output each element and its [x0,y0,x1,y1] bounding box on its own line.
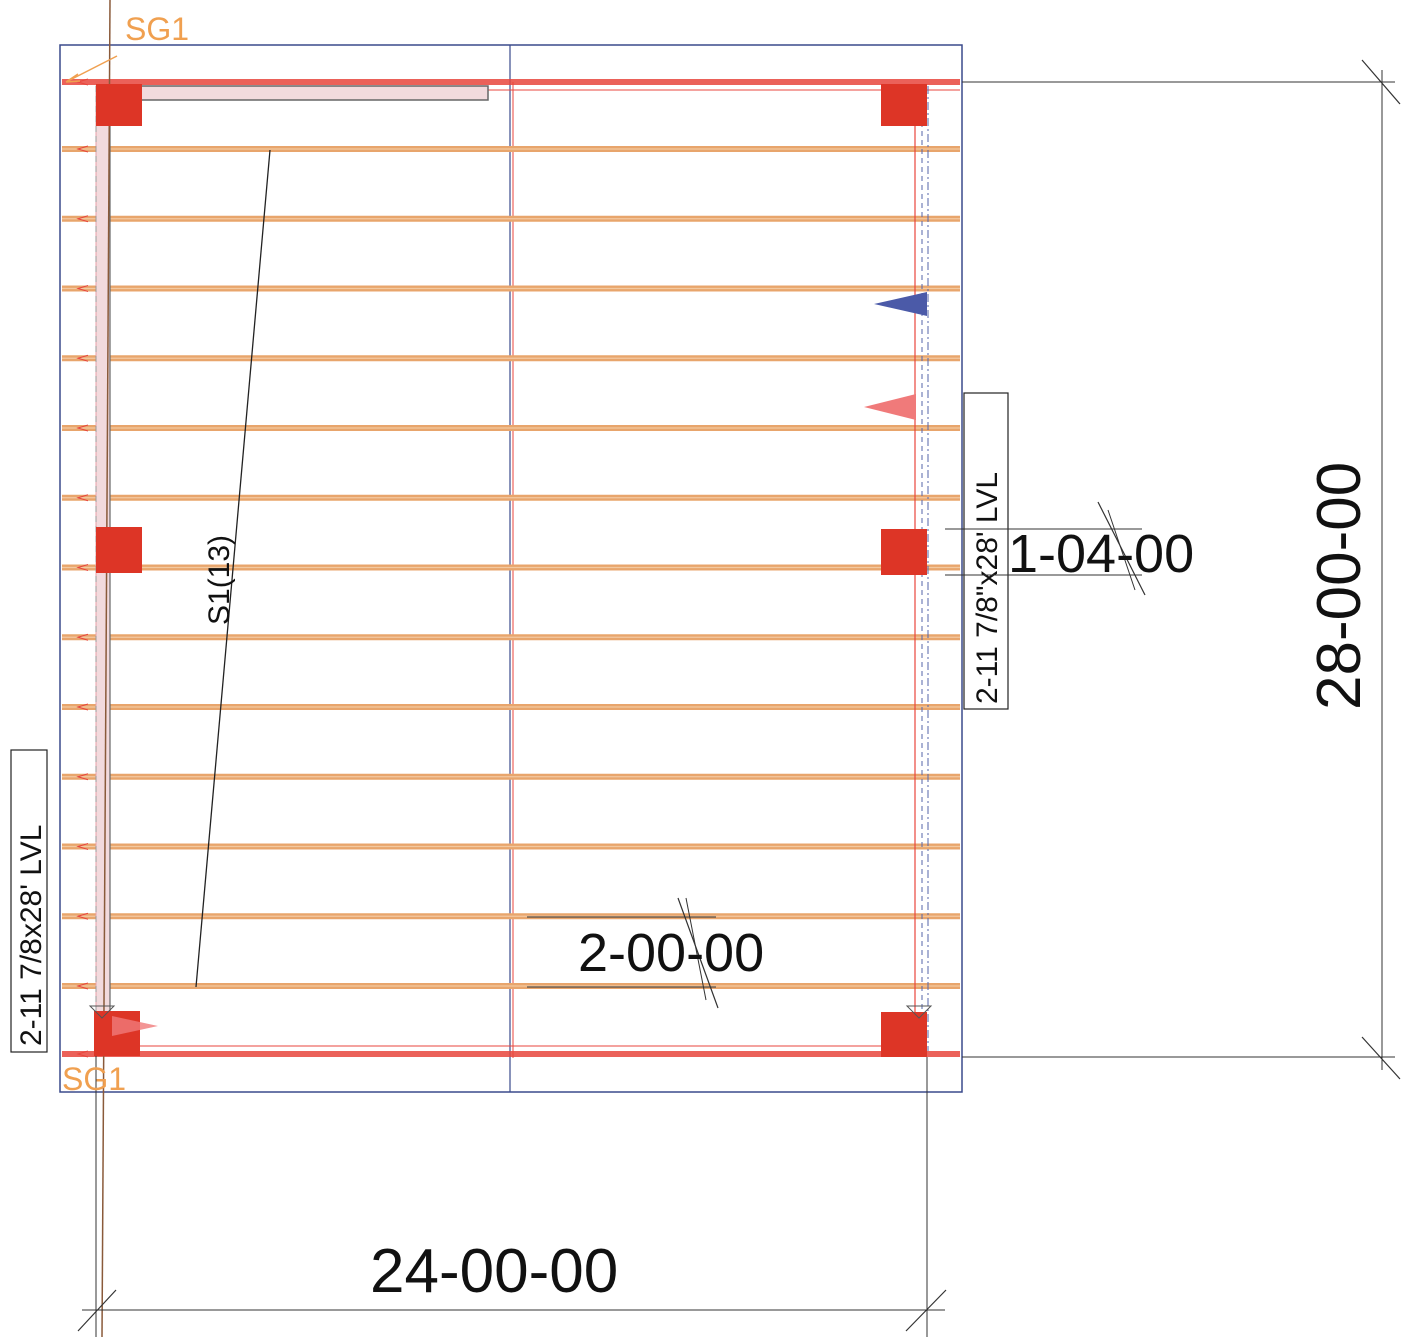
height-dimension-text: 28-00-00 [1305,462,1374,710]
right-beam-label: 2-11 7/8"x28' LVL [971,472,1004,704]
joist-end-arrow-icon [76,633,89,641]
joist-end-arrow-icon [76,703,89,711]
bottom-rim-beam [62,1051,960,1057]
post-bottom-right [881,1012,927,1057]
left-beam-label: 2-11 7/8x28' LVL [15,825,48,1046]
joist-end-arrow-icon [76,982,89,990]
panel-outline [59,44,963,1093]
post-top-left [96,84,142,126]
width-dimension-text: 24-00-00 [370,1237,618,1306]
right-beam-label-box [963,392,1009,710]
post-mid-left [96,527,142,573]
joist-end-arrow-icon [76,843,89,850]
support-triangle-icon [905,1005,933,1019]
grid-mark-bottom: SG1 [62,1061,126,1097]
joist-end-arrow-icon [76,145,89,153]
joist-label: S1(13) [203,535,236,625]
grid-line-sg1 [101,0,111,1337]
left-beam-label-box [10,749,48,1053]
dim-tick-icon [1361,59,1401,105]
joist-leader-line [195,149,271,988]
dim-tick-icon [1361,1036,1401,1080]
offset-dimension-text: 1-04-00 [1008,524,1194,584]
joist-end-arrow-icon [76,354,89,362]
joist-end-arrow-icon [76,494,89,502]
flag-pink-small-icon [112,1016,158,1036]
top-rim-beam [62,79,960,85]
joist-end-arrow-icon [76,215,89,223]
grid-arrow-icon [65,55,118,83]
dim-tick-icon [1107,509,1136,591]
joist-end-arrow-icon [76,424,89,432]
grid-mark-top: SG1 [125,11,189,47]
post-top-right [881,84,927,126]
flag-blue-icon [874,292,927,316]
flag-red-icon [864,394,916,420]
joist-end-arrow-icon [76,773,89,781]
joists-group [62,78,960,1058]
dim-tick-icon [677,897,719,1009]
joist-end-arrow-icon [76,564,89,571]
spacing-dimension-text: 2-00-00 [578,923,764,983]
dim-tick-icon [685,897,707,1001]
dim-tick-icon [905,1289,947,1332]
joist-end-arrow-icon [76,912,89,920]
post-mid-right [881,529,927,575]
support-triangle-icon [88,1005,116,1019]
dim-tick-icon [77,1289,117,1332]
joist-end-arrow-icon [76,285,89,292]
top-header-board [139,85,489,101]
